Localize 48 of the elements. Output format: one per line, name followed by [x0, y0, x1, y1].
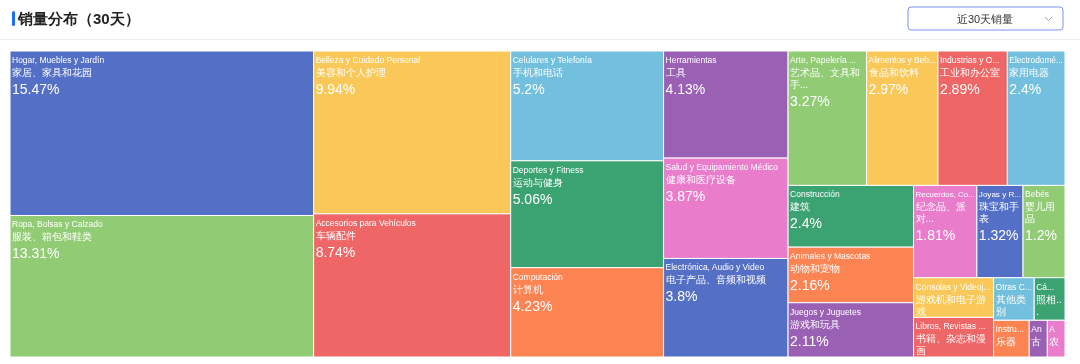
data-label: 2.16% [790, 277, 830, 294]
category-label: Cá... 照相... [1036, 281, 1062, 317]
category-label: Electrónica, Audio y Video 电子产品、音频和视频 [665, 262, 766, 286]
category-label: Consolas y Videoj... 游戏机和电子游戏 [915, 281, 991, 317]
category-label: Belleza y Cuidado Personal 美容和个人护理 [315, 55, 421, 78]
text: 销量分布（30天） [17, 10, 140, 27]
category-label: Celulares y Telefonía 手机和电话 [512, 55, 593, 78]
category-label: Libros, Revistas ... 书籍、杂志和漫画 [915, 321, 986, 357]
category-label: Arte, Papelería ... 艺术品、文具和手... [790, 55, 861, 90]
category-label: Herramientas 工具 [665, 55, 717, 78]
data-label: 2.11% [790, 332, 829, 349]
category-label: Juegos y Juguetes 游戏和玩具 [790, 306, 861, 330]
category-label: Accesorios para Vehículos 车辆配件 [315, 217, 416, 241]
category-label: Joyas y R... 珠宝和手表 [978, 190, 1021, 225]
data-label: 2.4% [790, 215, 822, 232]
category-label: Salud y Equipamiento Médico 健康和医疗设备 [665, 162, 779, 186]
category-label: Animales y Mascotas 动物和宠物 [790, 251, 871, 275]
data-label: 3.87% [665, 188, 706, 205]
text: 近30天销量 [956, 13, 1014, 25]
data-label: 5.2% [512, 81, 545, 97]
data-label: 3.8% [665, 288, 698, 305]
category-label: Otras C... 其他类别 [995, 281, 1032, 317]
category-label: Bebés 婴儿用品 [1025, 189, 1056, 225]
data-label: 1.2% [1025, 227, 1057, 244]
category-label: Hogar, Muebles y Jardín 家居、家具和花园 [12, 55, 105, 78]
data-label: 4.23% [512, 297, 553, 314]
data-label: 15.47% [12, 81, 60, 97]
category-label: Computación 计算机 [512, 271, 564, 295]
data-label: 2.89% [939, 81, 980, 97]
category-label: A 农 [1049, 324, 1060, 348]
category-label: Deportes y Fitness 运动与健身 [512, 164, 584, 188]
category-label: Electrodomé... 家用电器 [1009, 55, 1063, 78]
category-label: Instru... 乐器 [995, 324, 1024, 348]
category-label: An 古 [1031, 324, 1042, 348]
data-label: 9.94% [315, 81, 356, 97]
data-label: 5.06% [512, 190, 553, 207]
data-label: 1.81% [915, 227, 956, 244]
category-label: Alimentos y Beb... 食品和饮料 [868, 55, 936, 78]
data-label: 3.27% [790, 93, 830, 109]
data-label: 1.32% [978, 227, 1019, 244]
data-label: 8.74% [315, 243, 356, 260]
category-label: Construcción 建筑 [789, 189, 840, 213]
category-label: Industrias y O... 工业和办公室 [939, 55, 1000, 78]
data-label: 2.4% [1009, 81, 1042, 97]
data-label: 2.97% [868, 81, 909, 97]
data-label: 4.13% [665, 81, 706, 97]
category-label: Ropa, Bolsas y Calzado 服装、箱包和鞋类 [12, 219, 103, 243]
data-label: 13.31% [12, 245, 60, 262]
